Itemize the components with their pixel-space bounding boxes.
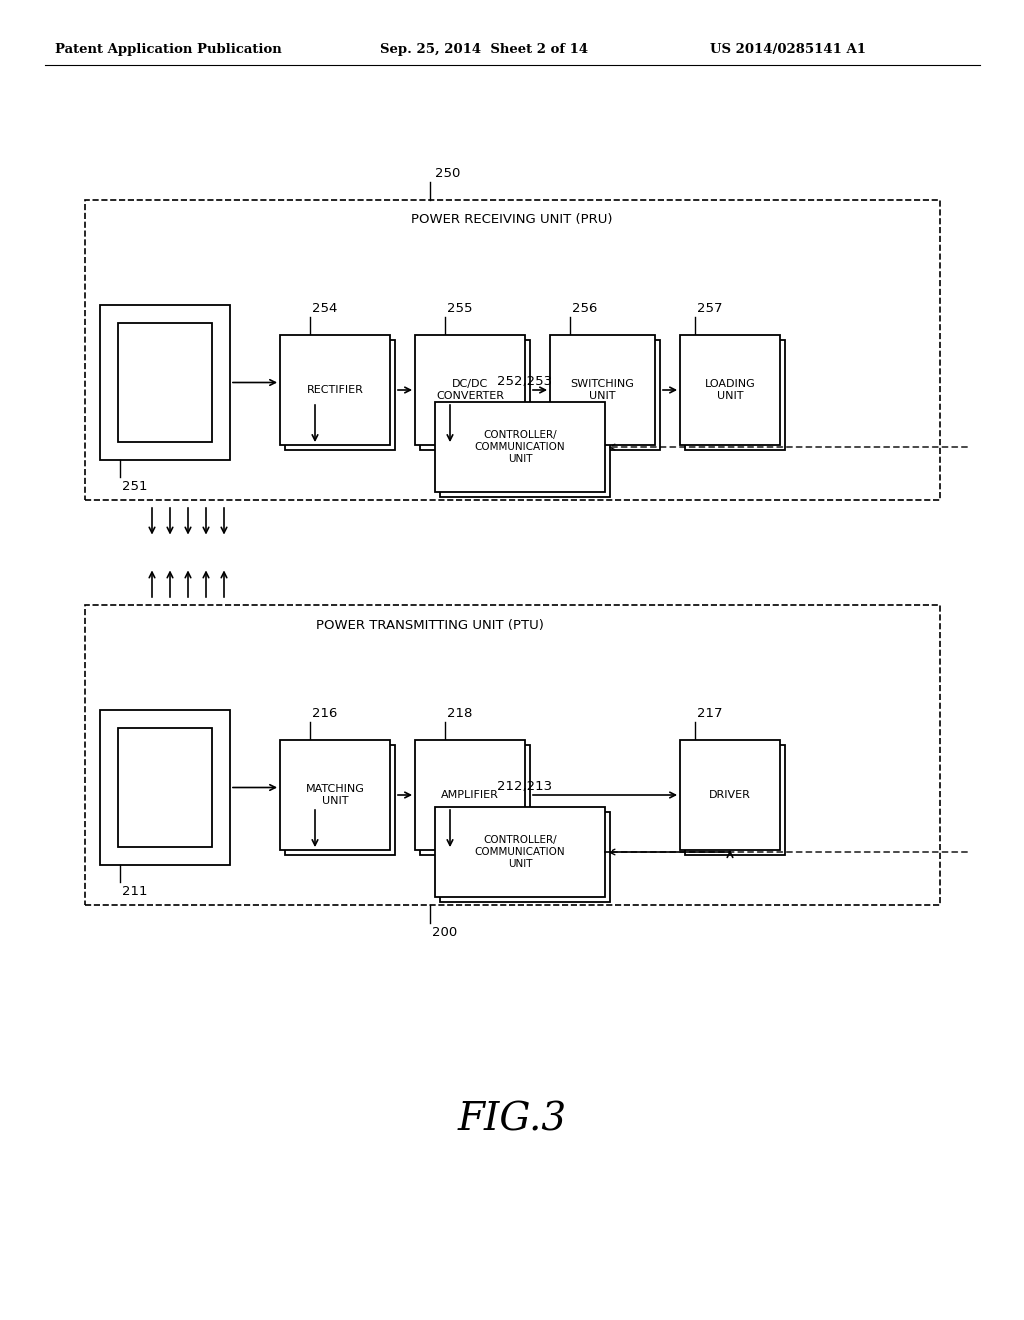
Bar (435, 403, 605, 492)
Text: 218: 218 (447, 708, 472, 719)
Bar (685, 341, 785, 450)
Text: FIG.3: FIG.3 (458, 1101, 566, 1138)
Text: LOADING
UNIT: LOADING UNIT (705, 379, 756, 401)
Text: SWITCHING
UNIT: SWITCHING UNIT (570, 379, 635, 401)
Text: DC/DC
CONVERTER: DC/DC CONVERTER (436, 379, 504, 401)
Bar (100, 305, 230, 459)
Text: CONTROLLER/
COMMUNICATION
UNIT: CONTROLLER/ COMMUNICATION UNIT (475, 836, 565, 869)
Bar (285, 744, 395, 855)
Text: 200: 200 (432, 927, 458, 939)
Bar (100, 710, 230, 865)
Text: US 2014/0285141 A1: US 2014/0285141 A1 (710, 44, 866, 57)
Text: 217: 217 (697, 708, 723, 719)
Text: 216: 216 (312, 708, 337, 719)
Bar (440, 407, 610, 498)
Text: MATCHING
UNIT: MATCHING UNIT (305, 784, 365, 805)
Bar (440, 812, 610, 902)
Bar (85, 201, 940, 500)
Bar (285, 341, 395, 450)
Text: Sep. 25, 2014  Sheet 2 of 14: Sep. 25, 2014 Sheet 2 of 14 (380, 44, 588, 57)
Text: POWER TRANSMITTING UNIT (PTU): POWER TRANSMITTING UNIT (PTU) (316, 619, 544, 631)
Text: 256: 256 (572, 302, 597, 315)
Bar (685, 744, 785, 855)
Bar (680, 335, 780, 445)
Text: POWER RECEIVING UNIT (PRU): POWER RECEIVING UNIT (PRU) (412, 214, 612, 227)
Bar (555, 341, 660, 450)
Text: CONTROLLER/
COMMUNICATION
UNIT: CONTROLLER/ COMMUNICATION UNIT (475, 430, 565, 463)
Bar (118, 729, 212, 847)
Text: 251: 251 (122, 480, 147, 492)
Text: 255: 255 (447, 302, 472, 315)
Text: 211: 211 (122, 884, 147, 898)
Text: AMPLIFIER: AMPLIFIER (441, 789, 499, 800)
Text: 257: 257 (697, 302, 723, 315)
Text: DRIVER: DRIVER (709, 789, 751, 800)
Bar (280, 741, 390, 850)
Text: 252,253: 252,253 (497, 375, 552, 388)
Bar (435, 807, 605, 898)
Text: 212,213: 212,213 (497, 780, 552, 793)
Bar (85, 605, 940, 906)
Text: Patent Application Publication: Patent Application Publication (55, 44, 282, 57)
Bar (280, 335, 390, 445)
Text: 254: 254 (312, 302, 337, 315)
Bar (420, 341, 530, 450)
Bar (550, 335, 655, 445)
Bar (680, 741, 780, 850)
Text: RECTIFIER: RECTIFIER (306, 385, 364, 395)
Text: 250: 250 (435, 168, 461, 180)
Bar (420, 744, 530, 855)
Bar (415, 335, 525, 445)
Bar (118, 323, 212, 442)
Bar (415, 741, 525, 850)
